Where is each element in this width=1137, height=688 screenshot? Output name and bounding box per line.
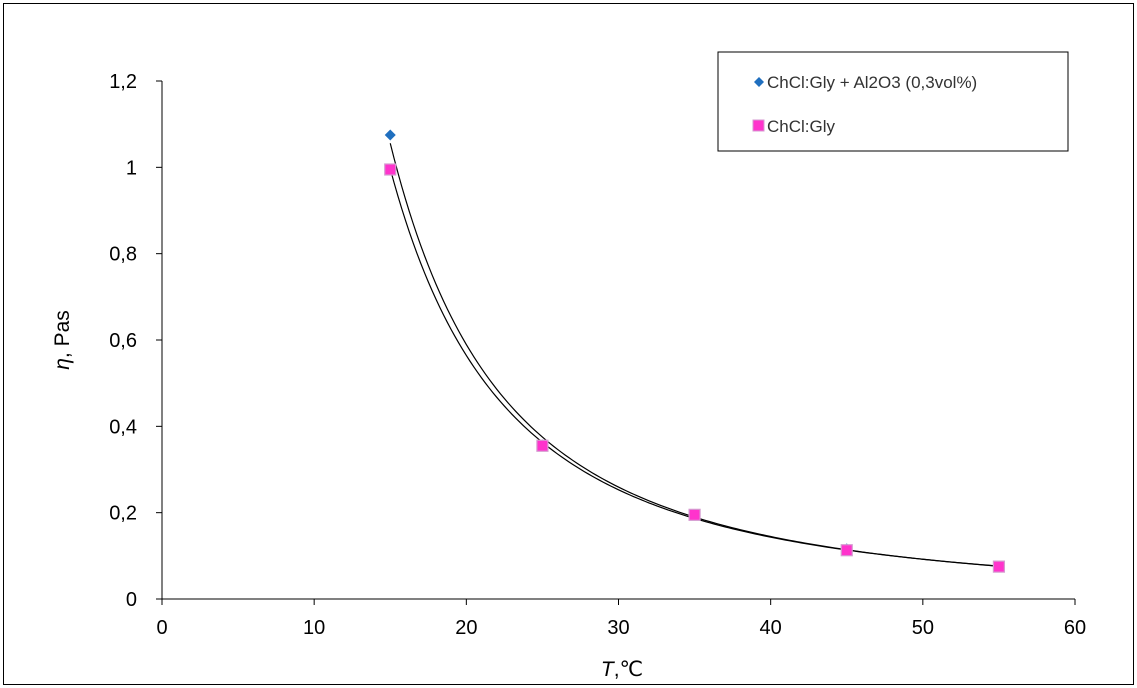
x-tick-label: 30 xyxy=(607,617,629,639)
legend-square-marker xyxy=(752,119,765,132)
x-tick-label: 20 xyxy=(455,617,477,639)
axes xyxy=(156,80,1076,605)
x-axis-title-unit: ,℃ xyxy=(614,658,643,681)
x-tick-label: 10 xyxy=(303,617,325,639)
x-axis-title: T,℃ xyxy=(601,658,643,681)
legend-diamond-marker xyxy=(754,77,764,87)
y-axis-title-unit: , Pas xyxy=(51,310,74,358)
x-axis-title-italic: T xyxy=(601,658,616,681)
x-tick-labels: 0 10 20 30 40 50 60 xyxy=(156,617,1086,639)
legend-box xyxy=(717,51,1069,152)
point-square xyxy=(688,508,701,521)
x-tick-label: 60 xyxy=(1064,617,1086,639)
y-tick-label: 0,6 xyxy=(109,330,137,352)
x-tick-label: 40 xyxy=(760,617,782,639)
x-tick-label: 0 xyxy=(156,617,167,639)
chart-frame xyxy=(3,3,1134,685)
point-square xyxy=(384,163,397,176)
point-diamond xyxy=(384,129,396,141)
y-axis-title: η, Pas xyxy=(51,310,74,370)
y-tick-label: 0,4 xyxy=(109,416,137,438)
trendlines xyxy=(389,143,999,567)
y-tick-label: 0 xyxy=(126,589,137,611)
y-tick-label: 1 xyxy=(126,157,137,179)
legend: ChCl:Gly + Al2O3 (0,3vol%) ChCl:Gly xyxy=(717,51,1069,152)
legend-label-base-fluid: ChCl:Gly xyxy=(767,117,836,136)
point-square xyxy=(992,560,1006,573)
y-tick-label: 1,2 xyxy=(109,71,137,93)
legend-label-nanofluid: ChCl:Gly + Al2O3 (0,3vol%) xyxy=(767,73,977,92)
point-square xyxy=(840,544,853,557)
point-square xyxy=(536,439,549,452)
y-tick-labels: 0 0,2 0,4 0,6 0,8 1 1,2 xyxy=(109,71,137,611)
trendline-series-0 xyxy=(389,143,999,567)
y-axis-title-italic: η xyxy=(51,358,74,370)
x-tick-label: 50 xyxy=(912,617,934,639)
data-points xyxy=(384,129,1006,573)
y-tick-label: 0,8 xyxy=(109,244,137,266)
y-tick-label: 0,2 xyxy=(109,503,137,525)
